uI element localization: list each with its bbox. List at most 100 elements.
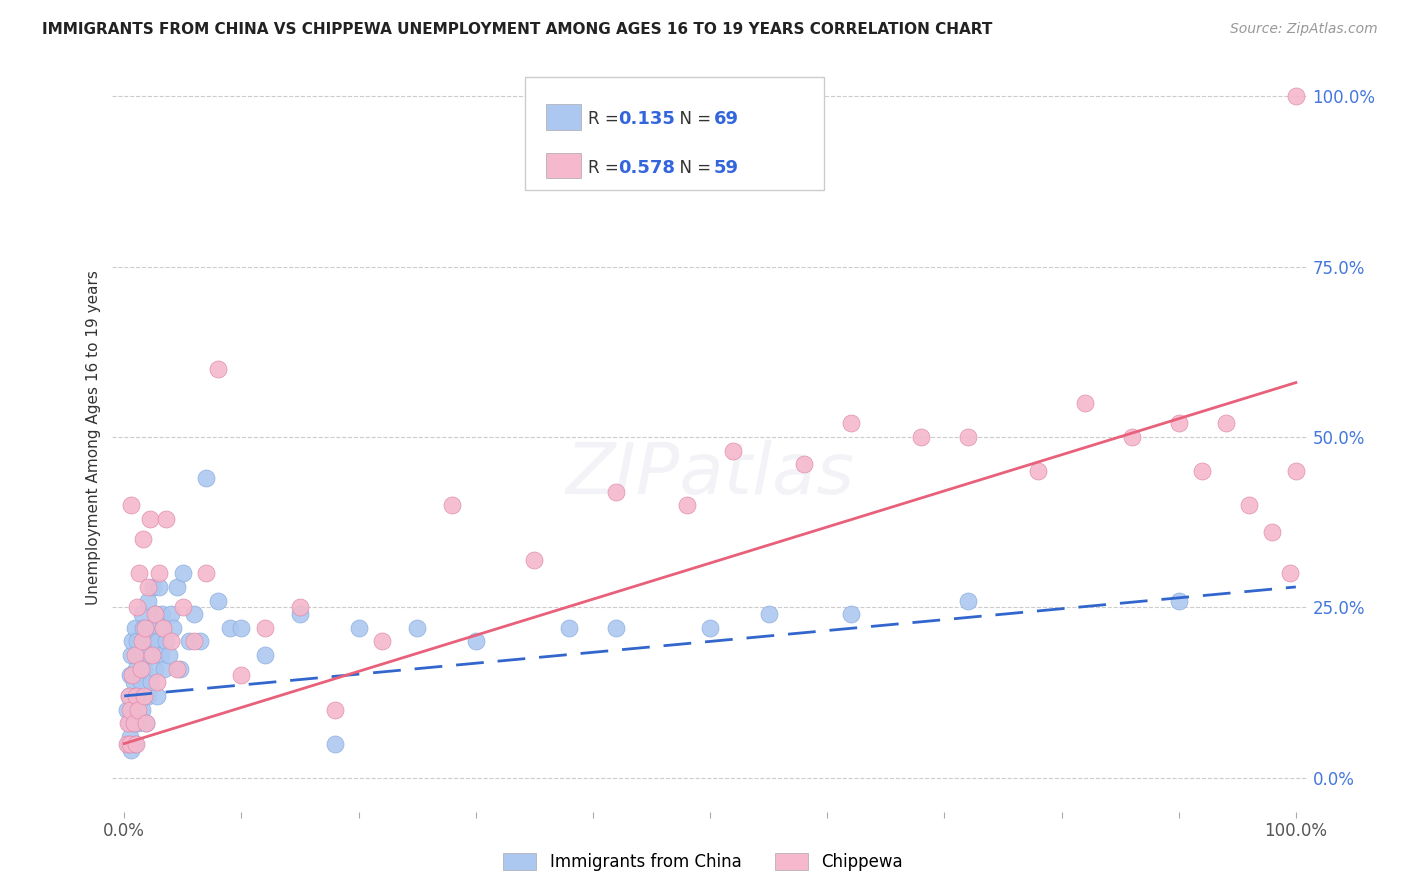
Point (138, 648, 160, 662)
Point (675, 498, 697, 512)
Point (120, 730, 141, 744)
Point (121, 702, 143, 716)
Point (160, 607, 183, 622)
Point (148, 566, 170, 581)
Point (120, 702, 141, 716)
Point (131, 607, 153, 622)
Point (605, 484, 627, 499)
Point (155, 634, 177, 648)
Point (118, 689, 141, 703)
Point (136, 580, 159, 594)
Point (288, 600, 311, 615)
Text: R =: R = (588, 110, 624, 128)
Point (120, 668, 141, 682)
Point (145, 607, 167, 622)
Point (956, 593, 979, 607)
Point (1191, 464, 1213, 478)
Point (124, 648, 146, 662)
Point (169, 662, 191, 676)
Point (127, 716, 149, 731)
Point (128, 566, 150, 581)
Point (172, 566, 194, 581)
Point (406, 621, 429, 635)
Point (183, 634, 205, 648)
Point (135, 716, 157, 731)
Point (1237, 498, 1260, 512)
Point (148, 580, 170, 594)
Point (1279, 566, 1302, 581)
Point (758, 607, 780, 622)
Point (1167, 417, 1189, 431)
Point (1167, 593, 1189, 607)
Point (153, 662, 176, 676)
Point (195, 566, 218, 581)
Point (122, 716, 145, 731)
Point (910, 430, 932, 444)
Point (134, 634, 156, 648)
Point (441, 498, 464, 512)
Point (152, 621, 174, 635)
Point (231, 621, 253, 635)
Point (253, 621, 276, 635)
Point (127, 600, 149, 615)
Point (323, 702, 346, 716)
Point (118, 689, 141, 703)
Point (523, 552, 546, 566)
Point (115, 737, 138, 751)
Point (122, 716, 145, 731)
Legend: Immigrants from China, Chippewa: Immigrants from China, Chippewa (495, 845, 911, 880)
Text: ZIPatlas: ZIPatlas (565, 440, 855, 509)
Point (135, 716, 157, 731)
Point (125, 662, 148, 676)
Text: Source: ZipAtlas.com: Source: ZipAtlas.com (1230, 22, 1378, 37)
Point (162, 621, 184, 635)
Point (122, 675, 145, 690)
Point (148, 634, 170, 648)
FancyBboxPatch shape (524, 78, 824, 190)
Text: 0.578: 0.578 (619, 159, 675, 177)
Point (125, 737, 148, 751)
Point (124, 621, 146, 635)
Text: 59: 59 (714, 159, 738, 177)
Text: N =: N = (669, 159, 717, 177)
Point (118, 716, 141, 731)
Point (132, 689, 156, 703)
Point (115, 702, 138, 716)
Point (125, 689, 148, 703)
FancyBboxPatch shape (547, 104, 581, 129)
Point (195, 471, 218, 485)
Text: 69: 69 (714, 110, 738, 128)
Text: N =: N = (669, 110, 717, 128)
Point (218, 621, 240, 635)
Point (121, 668, 143, 682)
Point (132, 533, 155, 547)
Point (120, 648, 142, 662)
Point (120, 498, 142, 512)
Point (839, 607, 862, 622)
Text: R =: R = (588, 159, 624, 177)
Point (699, 621, 721, 635)
Point (1285, 89, 1308, 103)
Point (150, 607, 173, 622)
Point (149, 648, 172, 662)
Point (141, 675, 163, 690)
Point (120, 743, 142, 757)
Point (132, 621, 155, 635)
Point (141, 648, 163, 662)
Point (157, 648, 180, 662)
Point (1285, 464, 1308, 478)
Point (839, 417, 862, 431)
Point (188, 634, 212, 648)
Text: 0.135: 0.135 (619, 110, 675, 128)
Point (1026, 464, 1049, 478)
Point (139, 621, 162, 635)
Point (177, 634, 200, 648)
Point (1074, 396, 1097, 410)
Point (371, 634, 394, 648)
Point (160, 634, 183, 648)
Point (183, 607, 205, 622)
Point (1215, 417, 1237, 431)
Point (129, 662, 152, 676)
Point (139, 512, 162, 526)
Point (131, 702, 153, 716)
